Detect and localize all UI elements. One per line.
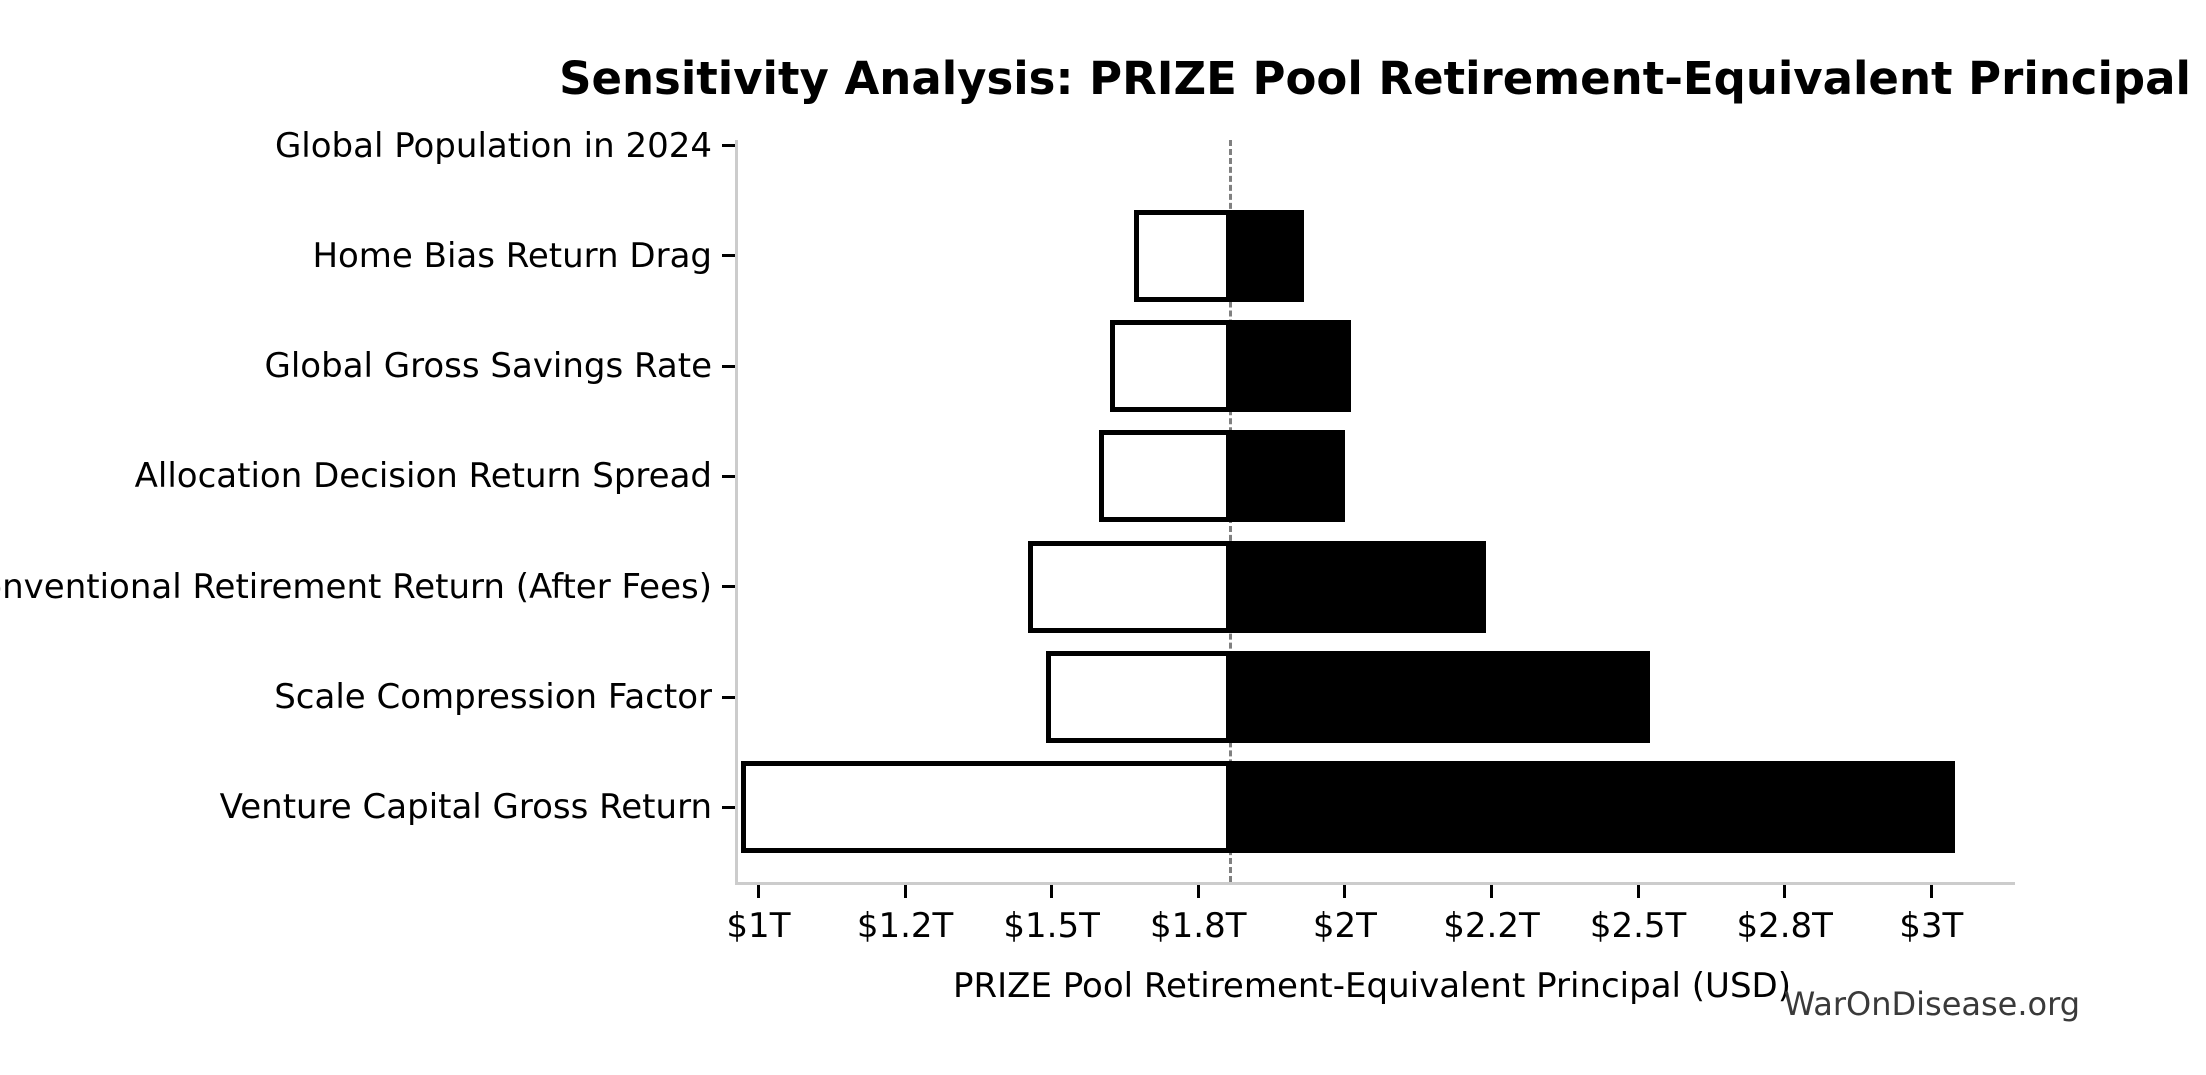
bar-high-6 [1230, 761, 1955, 854]
chart-title: Sensitivity Analysis: PRIZE Pool Retirem… [559, 52, 2191, 105]
x-tick-label: $1.2T [856, 906, 954, 946]
bar-low-3 [1098, 430, 1231, 523]
x-tick-mark [1196, 885, 1200, 898]
x-tick-mark [756, 885, 760, 898]
y-tick-mark [722, 805, 735, 809]
watermark: WarOnDisease.org [1783, 985, 2080, 1023]
x-tick-label: $1.5T [1003, 906, 1100, 946]
y-tick-mark [722, 585, 735, 589]
y-tick-mark [722, 144, 735, 147]
x-tick-mark [1489, 885, 1493, 898]
bar-high-3 [1230, 430, 1345, 523]
bar-high-4 [1230, 540, 1486, 633]
x-axis-spine [735, 882, 2015, 885]
y-tick-label: Home Bias Return Drag [312, 235, 712, 276]
x-tick-mark [1636, 885, 1640, 898]
y-tick-label: Venture Capital Gross Return [219, 787, 712, 828]
x-tick-label: $2.8T [1736, 906, 1833, 946]
x-tick-label: $3T [1899, 906, 1964, 946]
x-tick-mark [1050, 885, 1054, 898]
x-axis-label: PRIZE Pool Retirement-Equivalent Princip… [953, 966, 1791, 1006]
x-tick-mark [1783, 885, 1787, 898]
bar-low-6 [740, 761, 1231, 854]
x-tick-mark [1343, 885, 1347, 898]
bar-high-2 [1230, 320, 1351, 413]
y-tick-label: Conventional Retirement Return (After Fe… [0, 566, 712, 607]
y-tick-mark [722, 474, 735, 478]
bar-low-4 [1028, 540, 1231, 633]
x-tick-mark [903, 885, 907, 898]
y-tick-label: Global Gross Savings Rate [264, 346, 712, 387]
bar-low-2 [1110, 320, 1231, 413]
y-tick-label: Allocation Decision Return Spread [134, 456, 712, 497]
y-tick-label: Global Population in 2024 [274, 125, 712, 166]
bar-high-1 [1230, 209, 1304, 302]
y-tick-mark [722, 364, 735, 368]
y-tick-mark [722, 695, 735, 699]
bar-low-1 [1133, 209, 1231, 302]
bar-low-5 [1045, 651, 1231, 743]
y-tick-label: Scale Compression Factor [274, 677, 712, 717]
bar-high-5 [1230, 651, 1650, 743]
y-axis-spine [735, 140, 738, 885]
x-tick-label: $1.8T [1150, 906, 1247, 946]
x-tick-label: $2.5T [1589, 906, 1687, 946]
x-tick-label: $2.2T [1443, 906, 1540, 946]
x-tick-label: $1T [726, 906, 791, 946]
x-tick-mark [1929, 885, 1933, 898]
x-tick-label: $2T [1312, 906, 1377, 946]
y-tick-mark [722, 254, 735, 258]
